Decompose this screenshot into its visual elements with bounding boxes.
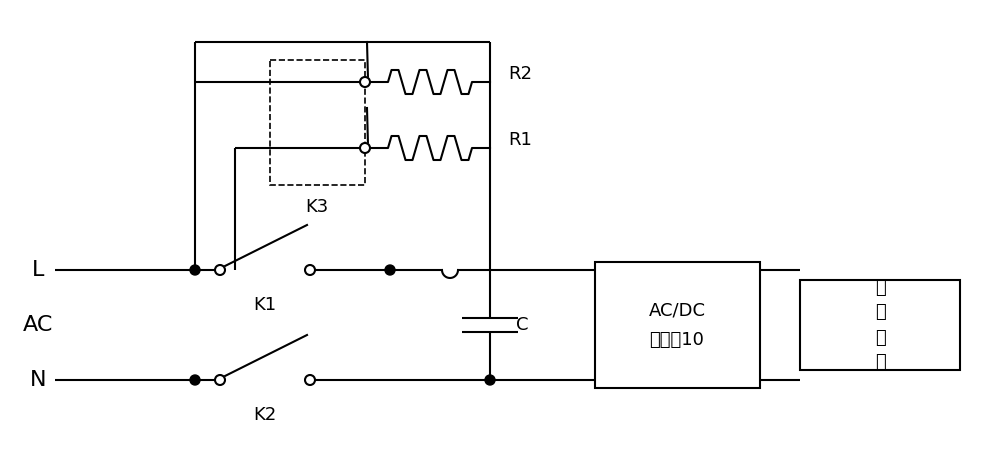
- Text: AC: AC: [23, 315, 53, 335]
- Text: 动
力
电
池: 动 力 电 池: [875, 278, 885, 371]
- Circle shape: [215, 375, 225, 385]
- Bar: [800, 280, 960, 370]
- Text: C: C: [516, 316, 528, 334]
- Circle shape: [485, 375, 495, 385]
- Circle shape: [305, 265, 315, 275]
- Bar: [270, 60, 365, 185]
- Circle shape: [305, 375, 315, 385]
- Circle shape: [190, 375, 200, 385]
- Text: L: L: [32, 260, 44, 280]
- Circle shape: [360, 143, 370, 153]
- Text: K1: K1: [253, 296, 277, 314]
- Circle shape: [190, 265, 200, 275]
- Text: K2: K2: [253, 406, 277, 424]
- Bar: [595, 262, 760, 388]
- Text: K3: K3: [305, 198, 329, 216]
- Circle shape: [360, 77, 370, 87]
- Text: R1: R1: [508, 131, 532, 149]
- Circle shape: [385, 265, 395, 275]
- Text: AC/DC
变换器10: AC/DC 变换器10: [648, 301, 706, 348]
- Text: N: N: [30, 370, 46, 390]
- Circle shape: [215, 265, 225, 275]
- Text: R2: R2: [508, 65, 532, 83]
